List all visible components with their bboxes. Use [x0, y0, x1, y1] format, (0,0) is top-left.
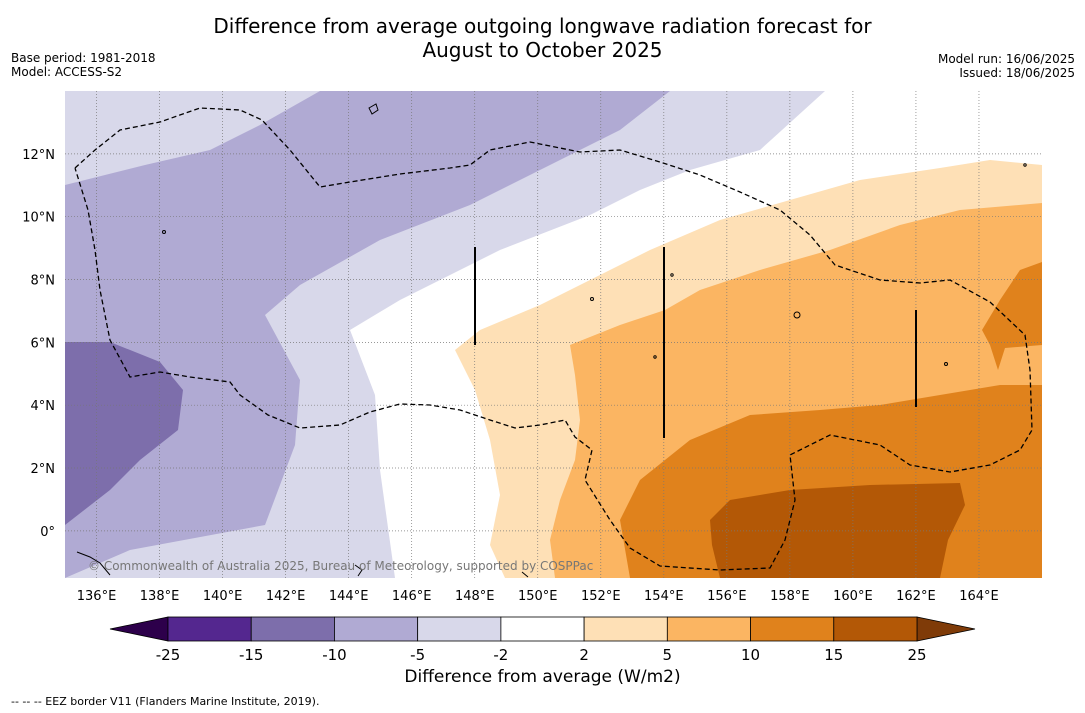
colorbar-label: Difference from average (W/m2) [404, 667, 681, 687]
meta-right: Model run: 16/06/2025 Issued: 18/06/2025 [938, 52, 1075, 80]
lat-tick-label: 8°N [31, 274, 56, 289]
colorbar-tick-label: -5 [410, 646, 425, 664]
copyright-text: © Commonwealth of Australia 2025, Bureau… [88, 559, 593, 573]
island-outline [521, 571, 529, 578]
lon-tick-label: 142°E [266, 589, 306, 604]
lat-tick-label: 0° [40, 525, 55, 540]
lon-tick-label: 146°E [392, 589, 432, 604]
island-outline [590, 297, 594, 301]
lon-tick-label: 144°E [329, 589, 369, 604]
chart-title: Difference from average outgoing longwav… [0, 14, 1085, 62]
contour-pos-10-east [982, 262, 1042, 370]
colorbar-segment [250, 616, 335, 642]
colorbar-segment [334, 616, 419, 642]
colorbar-tick-label: 2 [579, 646, 589, 664]
contour-pos-15 [710, 483, 965, 578]
island-outline [354, 564, 363, 577]
island-outline [793, 311, 801, 319]
colorbar-segment [500, 616, 585, 642]
contour-neg-10 [65, 342, 183, 525]
model-run-label: Model run: 16/06/2025 [937, 52, 1075, 66]
island-outline [368, 103, 379, 115]
lon-tick-label: 156°E [707, 589, 747, 604]
eez-borders [74, 107, 1033, 571]
lon-tick-labels: 136°E 138°E 140°E 142°E 144°E 146°E 148°E 150°E… [77, 589, 999, 604]
island-outline [162, 230, 166, 234]
base-period-label: Base period: 1981-2018 [11, 51, 156, 65]
lon-tick-label: 152°E [581, 589, 621, 604]
eez-meridian-markers [474, 247, 917, 438]
lon-tick-label: 160°E [833, 589, 873, 604]
lat-tick-label: 10°N [22, 211, 55, 226]
footnote: -- -- -- EEZ border V11 (Flanders Marine… [11, 695, 320, 708]
issued-label: Issued: 18/06/2025 [959, 66, 1075, 80]
lon-tick-label: 164°E [959, 589, 999, 604]
colorbar-tick-label: 25 [907, 646, 926, 664]
colorbar-tick-label: -2 [493, 646, 508, 664]
colorbar-tick-label: 10 [741, 646, 760, 664]
island-outline [1023, 163, 1027, 167]
colorbar-tick-label: -25 [156, 646, 181, 664]
lon-tick-label: 136°E [77, 589, 117, 604]
colorbar-tick-label: 5 [663, 646, 673, 664]
colorbar-segment [833, 616, 918, 642]
lon-tick-label: 162°E [896, 589, 936, 604]
colorbar-tick-label: 15 [824, 646, 843, 664]
lat-tick-label: 12°N [22, 148, 55, 163]
colorbar-tick-label: -10 [322, 646, 347, 664]
colorbar: -25 -15 -10 -5 -2 2 5 10 15 25 [109, 616, 976, 664]
lon-tick-label: 138°E [140, 589, 180, 604]
lat-tick-label: 6°N [31, 336, 56, 351]
colorbar-segment [167, 616, 252, 642]
colorbar-segment [417, 616, 502, 642]
colorbar-segment [666, 616, 751, 642]
eez-border-palau-fsm [74, 107, 1033, 571]
lat-tick-labels: 0° 2°N 4°N 6°N 8°N 10°N 12°N [22, 148, 55, 540]
lon-tick-label: 154°E [644, 589, 684, 604]
model-label: Model: ACCESS-S2 [11, 65, 123, 79]
colorbar-under-arrow [109, 616, 169, 642]
map-plot-area [65, 91, 1042, 578]
lon-tick-label: 140°E [203, 589, 243, 604]
title-line-1: Difference from average outgoing longwav… [213, 14, 872, 38]
island-outline [76, 551, 111, 576]
islands [76, 103, 1027, 578]
island-outline [944, 362, 948, 366]
colorbar-tick-label: -15 [239, 646, 264, 664]
colorbar-segment [583, 616, 668, 642]
lat-tick-label: 4°N [31, 399, 56, 414]
lat-tick-label: 2°N [31, 462, 56, 477]
colorbar-segment [750, 616, 835, 642]
contour-neg-5 [65, 91, 670, 578]
lon-tick-label: 150°E [518, 589, 558, 604]
meta-left: Base period: 1981-2018 Model: ACCESS-S2 [11, 51, 156, 79]
lon-tick-label: 158°E [770, 589, 810, 604]
lon-tick-label: 148°E [455, 589, 495, 604]
colorbar-over-arrow [916, 616, 976, 642]
island-outline [670, 273, 674, 277]
title-line-2: August to October 2025 [422, 38, 663, 62]
island-outline [653, 355, 657, 359]
